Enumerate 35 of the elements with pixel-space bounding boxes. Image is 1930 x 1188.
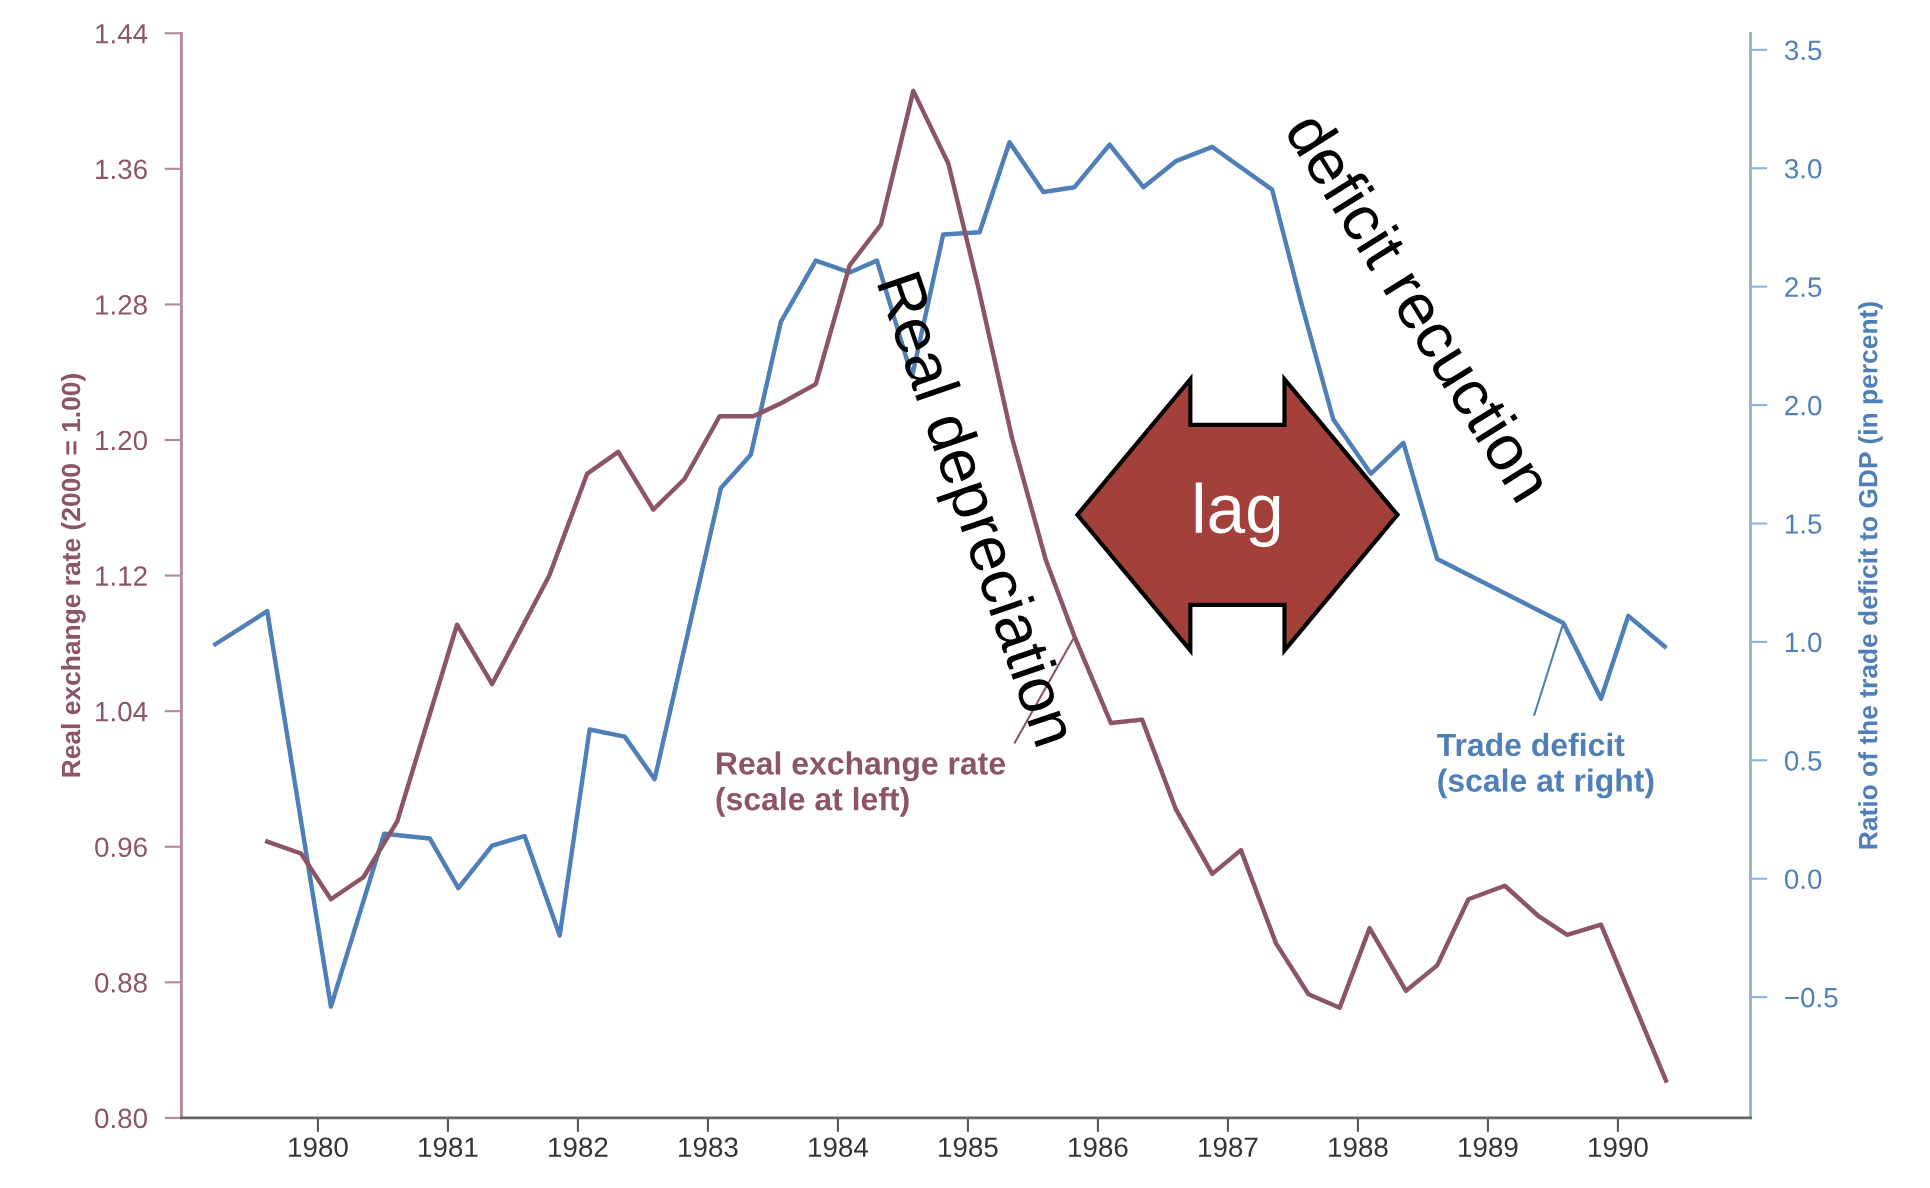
x-tick-label: 1987 [1199, 1137, 1258, 1158]
y-axis-title: Real exchange rate (2000 = 1.00) [60, 374, 86, 777]
x-tick-label: 1986 [1069, 1137, 1128, 1158]
y-tick-label: 1.04 [96, 701, 148, 722]
y-tick-label: 0.80 [95, 1108, 148, 1129]
y2-tick-label: 2.5 [1785, 277, 1822, 297]
series-label: Trade deficit (scale at right) [1437, 732, 1654, 799]
x-tick-label: 1981 [419, 1137, 478, 1158]
x-tick-label: 1983 [679, 1137, 738, 1158]
y2-tick-label: −0.5 [1785, 987, 1838, 1008]
line-series [265, 88, 1669, 1083]
y2-tick-label: 1.5 [1785, 514, 1822, 534]
x-tick-label: 1990 [1589, 1137, 1648, 1158]
x-tick-label: 1982 [549, 1137, 608, 1158]
y2-axis-title: Ratio of the trade deficit to GDP (in percent) [1858, 302, 1883, 849]
y2-tick-label: 3.5 [1784, 40, 1822, 61]
y-tick-label: 0.88 [95, 973, 147, 993]
y2-tick-label: 0.0 [1784, 869, 1822, 890]
y-tick-label: 1.28 [96, 295, 147, 315]
y-tick-label: 1.44 [96, 24, 148, 44]
x-tick-label: 1985 [939, 1137, 998, 1158]
y2-tick-label: 2.0 [1785, 395, 1822, 416]
x-tick-label: 1984 [809, 1137, 868, 1158]
y-tick-label: 1.20 [96, 430, 148, 451]
x-tick-label: 1988 [1329, 1137, 1388, 1158]
x-tick-label: 1980 [289, 1137, 348, 1158]
y2-tick-label: 3.0 [1784, 158, 1822, 179]
y-tick-label: 0.96 [95, 837, 147, 858]
y-tick-label: 1.36 [96, 159, 147, 180]
y-tick-label: 1.12 [96, 566, 147, 586]
y2-tick-label: 0.5 [1784, 750, 1822, 771]
annotation: lag [1195, 482, 1280, 548]
text: Real exchange rate (scale at left) [716, 751, 1006, 817]
x-tick-label: 1989 [1459, 1137, 1518, 1158]
y2-tick-label: 1.0 [1785, 632, 1822, 653]
